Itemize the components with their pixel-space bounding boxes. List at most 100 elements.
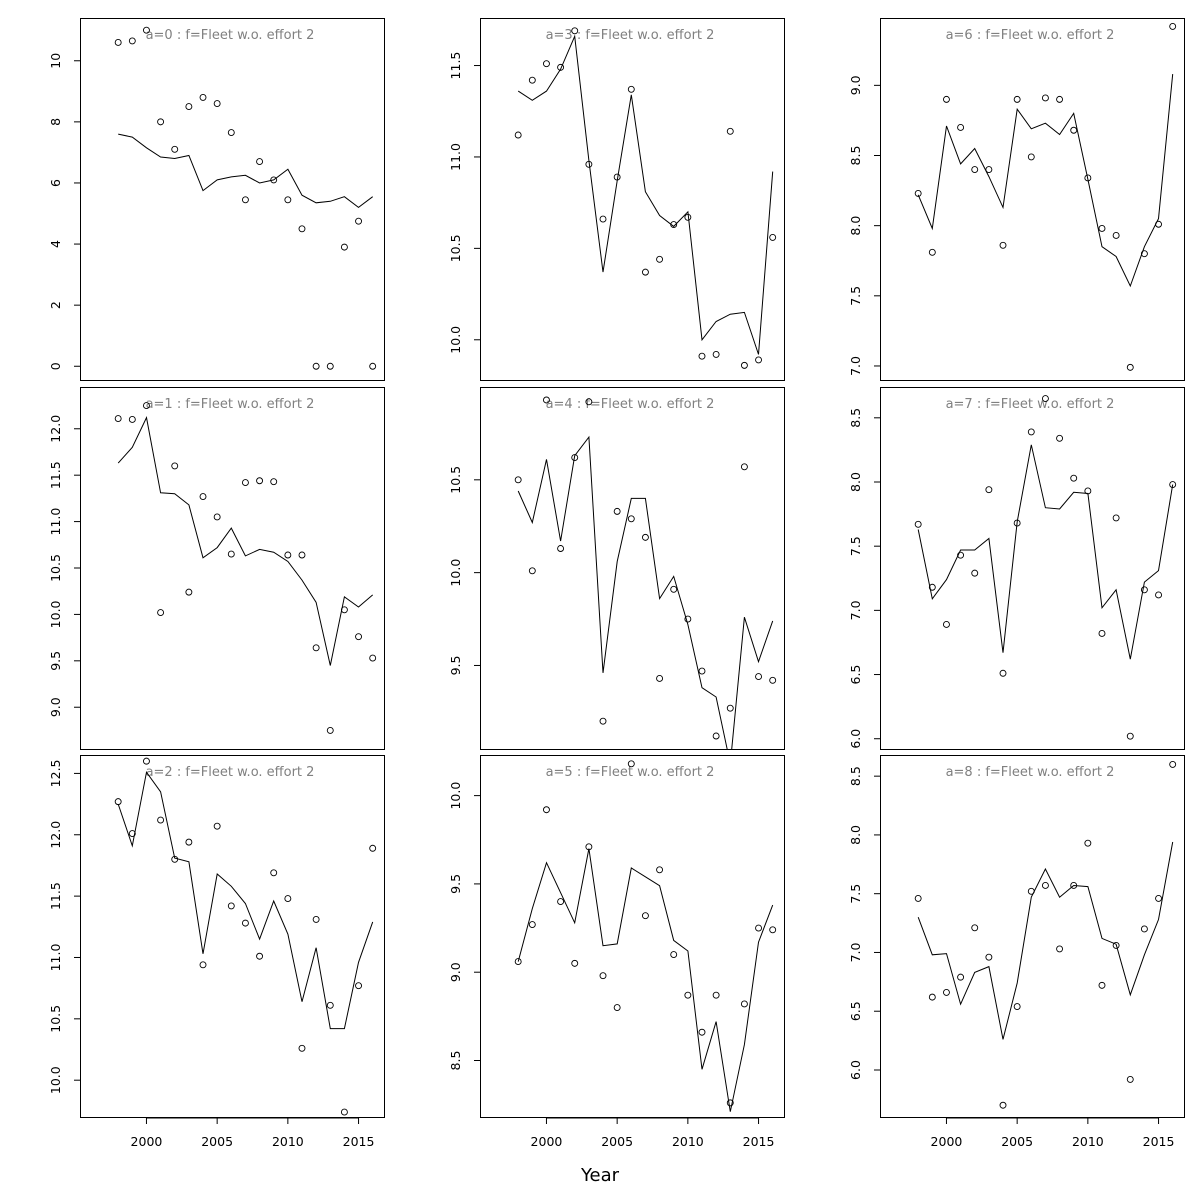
observed-point [914,189,922,197]
observed-point [928,993,936,1001]
fitted-line [117,416,374,666]
x-tick-label: 2000 [931,1134,963,1149]
panel-plot-area [914,395,1177,740]
y-tick-label: 8.5 [448,1051,463,1071]
observed-point [355,633,362,641]
observed-point [514,476,522,484]
observed-point [143,757,150,765]
y-tick-label: 9.0 [448,962,463,982]
observed-point [157,816,165,824]
observed-point [171,855,179,863]
y-tick-label: 8.0 [848,472,863,492]
observed-point [1041,882,1049,889]
y-tick-label: 7.5 [848,884,863,904]
observed-point [656,255,664,263]
observed-point [284,551,292,559]
panel-title: a=2 : f=Fleet w.o. effort 2 [146,765,315,780]
observed-point [157,118,165,126]
x-tick-label: 2010 [1072,1134,1104,1149]
x-tick-label: 2015 [743,1134,775,1149]
observed-point [957,551,965,559]
x-tick-label: 2015 [1143,1134,1175,1149]
observed-point [241,196,249,204]
observed-point [284,895,292,903]
y-tick-label: 9.5 [448,874,463,894]
y-tick-label: 10.0 [448,326,463,354]
y-tick-label: 11.5 [448,52,463,80]
observed-point [943,95,950,103]
observed-point [755,356,762,364]
fitted-line [517,848,774,1112]
y-tick-label: 8 [48,118,63,126]
y-tick-label: 9.0 [48,697,63,717]
observed-point [1112,514,1120,522]
observed-point [543,396,550,404]
observed-point [1056,95,1064,103]
observed-point [128,416,136,423]
panel-a1: a=1 : f=Fleet w.o. effort 2 9.0 9.5 10.0 10.… [48,387,385,750]
y-tick-label: 12.0 [48,415,63,443]
y-tick-label: 9.5 [448,656,463,676]
observed-point [312,362,320,370]
observed-point [326,362,334,370]
y-tick-label: 10.0 [48,1066,63,1094]
observed-point [114,415,122,423]
fitted-line [917,841,1174,1040]
y-tick-label: 11.5 [48,461,63,489]
observed-point [1084,487,1092,495]
panel-a6: a=6 : f=Fleet w.o. effort 2 7.0 7.5 8.0 8.5 9… [848,18,1185,381]
observed-point [1098,630,1106,637]
observed-point [684,991,692,999]
y-tick-label: 6.5 [848,1001,863,1021]
observed-point [312,915,320,923]
observed-point [1056,945,1064,953]
observed-point [1126,363,1134,371]
observed-point [571,27,579,35]
observed-point [1027,428,1035,436]
observed-point [1013,95,1021,103]
observed-point [1169,481,1177,489]
observed-point [227,902,235,910]
observed-point [670,221,678,229]
observed-point [340,1108,348,1116]
panel-plot-area [114,402,377,734]
y-tick-label: 12.5 [48,759,63,787]
observed-point [185,103,193,111]
observed-point [1013,1003,1021,1010]
y-tick-label: 6 [48,179,63,187]
observed-point [355,982,362,990]
observed-point [326,726,334,734]
observed-point [1140,925,1148,933]
observed-point [1027,887,1035,895]
observed-point [613,1004,621,1011]
observed-point [557,545,565,552]
observed-point [726,127,734,135]
observed-point [627,515,635,523]
observed-point [298,225,306,233]
observed-point [627,760,635,768]
panel-frame [480,755,785,1118]
panel-a0: a=0 : f=Fleet w.o. effort 2 0 2 4 6 8 10 [48,18,385,381]
observed-point [256,952,264,960]
panel-a2: a=2 : f=Fleet w.o. effort 2 10.0 10.5 11.0 1… [48,755,385,1149]
observed-point [1112,941,1120,949]
observed-point [914,520,922,528]
observed-point [1112,232,1120,239]
observed-point [1070,126,1078,134]
observed-point [157,609,165,617]
x-tick-label: 2015 [343,1134,375,1149]
y-tick-label: 10.0 [448,559,463,587]
y-tick-label: 12.0 [48,821,63,849]
observed-point [171,145,179,153]
y-tick-label: 8.5 [848,146,863,166]
observed-point [943,988,950,996]
x-tick-label: 2005 [601,1134,633,1149]
panel-frame [480,18,785,381]
panel-a4: a=4 : f=Fleet w.o. effort 2 9.5 10.0 10.5 [448,387,785,750]
observed-point [1155,591,1162,599]
observed-point [312,644,320,652]
observed-point [213,513,221,521]
observed-point [999,241,1007,249]
observed-point [1084,839,1092,847]
observed-point [571,454,579,461]
